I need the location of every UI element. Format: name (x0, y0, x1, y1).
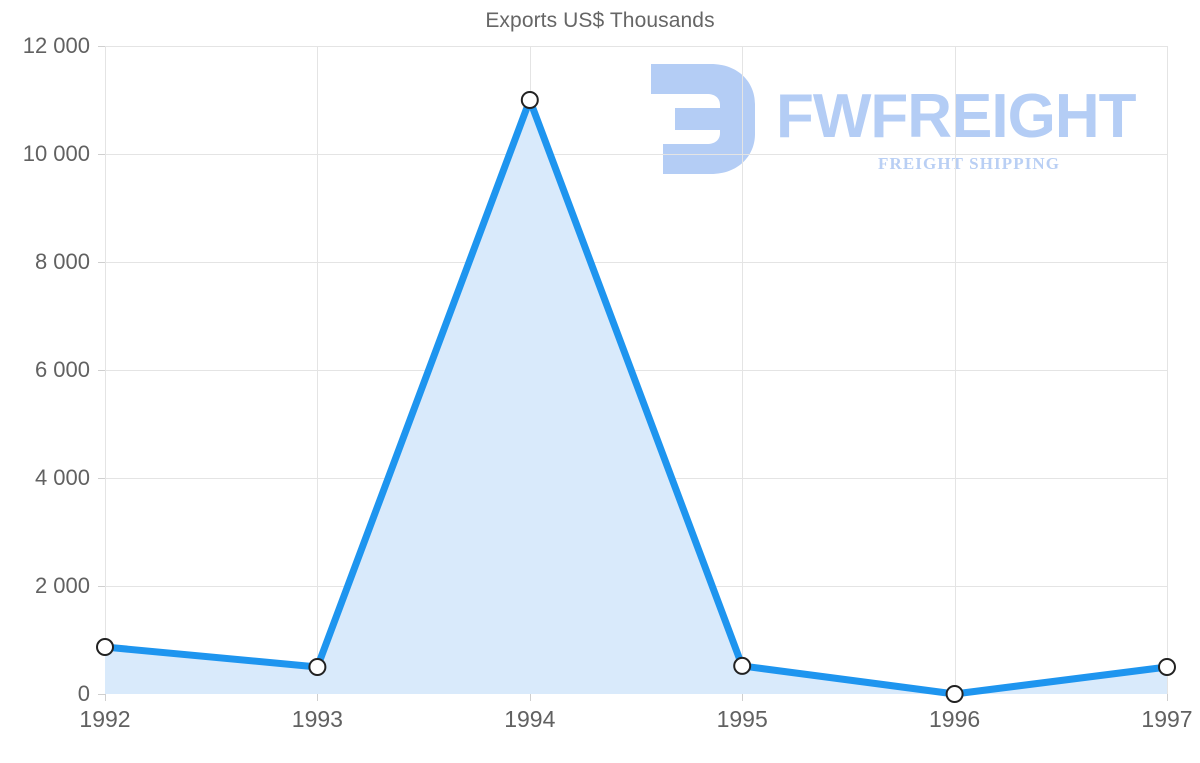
y-axis-tick (98, 154, 105, 155)
y-axis-tick (98, 370, 105, 371)
series-line (101, 96, 1171, 698)
y-axis-tick (98, 46, 105, 47)
x-axis-tick (742, 694, 744, 701)
gridline-horizontal (105, 154, 1167, 155)
y-axis-tick (98, 478, 105, 479)
data-point-marker[interactable] (1158, 658, 1176, 676)
gridline-vertical (742, 46, 744, 694)
data-point-marker[interactable] (308, 658, 327, 676)
x-axis-label: 1994 (504, 706, 556, 732)
data-point-marker[interactable] (945, 685, 964, 703)
y-axis-tick (98, 694, 105, 695)
series-area-line (96, 91, 1176, 703)
y-axis-tick (98, 586, 105, 587)
gridline-vertical (954, 46, 956, 694)
x-axis-label: 1997 (1141, 706, 1193, 732)
x-axis-label: 1992 (79, 706, 131, 732)
x-axis-label: 1996 (929, 706, 981, 732)
plot-area (96, 46, 1176, 703)
x-axis-tick (105, 694, 106, 701)
series-area-fill (105, 100, 1167, 694)
data-point-marker[interactable] (520, 91, 539, 109)
gridline-horizontal (105, 46, 1167, 47)
y-axis-label: 6 000 (34, 357, 90, 382)
data-point-marker[interactable] (733, 656, 752, 675)
y-axis-tick (98, 262, 105, 263)
chart-title: Exports US$ Thousands (485, 9, 715, 32)
gridline-vertical (105, 46, 106, 694)
y-axis-label: 12 000 (22, 33, 90, 58)
gridline-vertical (317, 46, 319, 694)
x-axis-label: 1993 (291, 706, 343, 732)
y-axis-label: 10 000 (22, 141, 90, 166)
x-axis-tick (1167, 694, 1168, 701)
data-point-marker[interactable] (96, 638, 114, 657)
gridline-horizontal (105, 370, 1167, 371)
y-axis-label: 8 000 (34, 249, 90, 274)
gridline-vertical (1167, 46, 1168, 694)
y-axis-label: 2 000 (34, 573, 90, 598)
x-axis-tick (529, 694, 531, 701)
x-axis-tick (317, 694, 319, 701)
y-axis-label: 0 (77, 681, 90, 706)
gridline-horizontal (105, 262, 1167, 263)
y-axis-label: 4 000 (34, 465, 90, 490)
x-axis-label: 1995 (716, 706, 768, 732)
